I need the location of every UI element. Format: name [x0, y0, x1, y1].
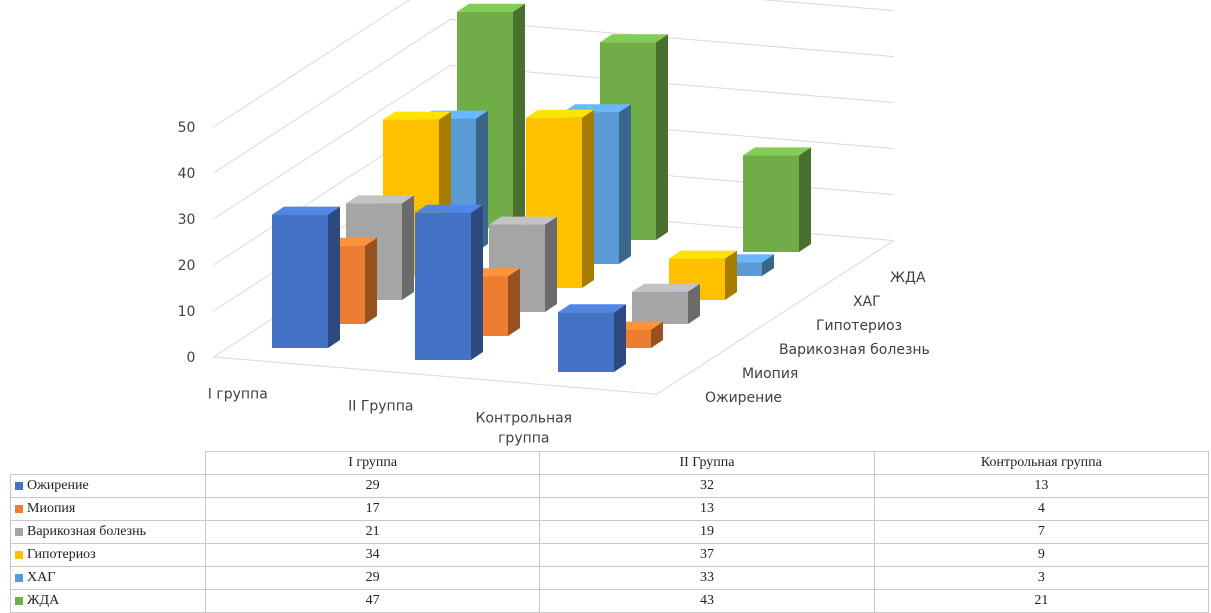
table-row: ЖДА 47 43 21: [10, 589, 1210, 613]
legend-swatch-icon: [15, 550, 23, 559]
table-row: Варикозная болезнь 21 19 7: [10, 520, 1210, 544]
data-table-cell: 13: [873, 474, 1210, 498]
category-label: I группа: [208, 386, 268, 402]
floor-right-edge: [656, 240, 894, 395]
y-tick-label: 50: [178, 120, 196, 136]
series-label: Гипотериоз: [816, 318, 902, 334]
series-name: Гипотериоз: [27, 547, 96, 562]
y-axis-ticks: 0 10 20 30 40 50: [178, 120, 196, 366]
series-label: ХАГ: [853, 294, 881, 310]
series-name: ХАГ: [27, 570, 56, 585]
y-tick-label: 10: [178, 304, 196, 320]
data-table-cell: 34: [204, 543, 541, 567]
legend-swatch-icon: [15, 504, 23, 513]
y-tick-label: 40: [178, 166, 196, 182]
legend-swatch-icon: [15, 596, 23, 605]
series-label: Миопия: [742, 366, 798, 382]
data-table-cell: 7: [873, 520, 1210, 544]
gridline-side: [213, 64, 451, 220]
bar: [632, 283, 700, 324]
bar: [272, 206, 340, 348]
data-table-cell: 4: [873, 497, 1210, 521]
data-table-row-label: ЖДА: [10, 589, 206, 613]
data-table-cell: 29: [204, 474, 541, 498]
data-table-col-header: II Группа: [539, 451, 875, 475]
data-table-cell: 32: [539, 474, 875, 498]
data-table-col-header: Контрольная группа: [873, 451, 1210, 475]
data-table: I группа II Группа Контрольная группа Ожир…: [10, 451, 1210, 613]
gridline-side: [213, 0, 411, 128]
bar: [743, 147, 811, 252]
legend-swatch-icon: [15, 481, 23, 490]
chart-3d-columns: 0 10 20 30 40 50 I группа II Группа Контрольная…: [178, 0, 930, 446]
data-table-row-label: ХАГ: [10, 566, 206, 590]
data-table-cell: 47: [204, 589, 541, 613]
data-table-cell: 37: [539, 543, 875, 567]
data-table-header: I группа II Группа Контрольная группа: [10, 451, 1210, 475]
y-tick-label: 30: [178, 212, 196, 228]
data-table-col-header: I группа: [204, 451, 541, 475]
series-label: Ожирение: [705, 390, 782, 406]
series-label: Варикозная болезнь: [779, 342, 930, 358]
data-table-cell: 43: [539, 589, 875, 613]
legend-swatch-icon: [15, 527, 23, 536]
data-table-cell: 17: [204, 497, 541, 521]
table-row: Миопия 17 13 4: [10, 497, 1210, 521]
category-labels: I группа II Группа Контрольная группа: [208, 386, 572, 446]
category-label: II Группа: [348, 398, 413, 414]
gridline-back: [761, 0, 894, 12]
data-table-cell: 9: [873, 543, 1210, 567]
data-table-cell: 21: [204, 520, 541, 544]
floor-front-edge: [213, 356, 657, 395]
data-table-cell: 3: [873, 566, 1210, 590]
data-table-cell: 33: [539, 566, 875, 590]
data-table-cell: 13: [539, 497, 875, 521]
y-tick-label: 0: [187, 350, 196, 366]
table-row: Гипотериоз 34 37 9: [10, 543, 1210, 567]
legend-swatch-icon: [15, 573, 23, 582]
series-labels: Ожирение Миопия Варикозная болезнь Гипотери…: [705, 270, 930, 406]
data-table-body: Ожирение 29 32 13 Миопия 17 13 4 Варикозная боле…: [10, 474, 1210, 613]
series-name: Миопия: [27, 501, 76, 516]
data-table-cell: 19: [539, 520, 875, 544]
series-name: ЖДА: [27, 593, 60, 608]
series-label: ЖДА: [890, 270, 926, 286]
table-row: ХАГ 29 33 3: [10, 566, 1210, 590]
data-table-cell: 21: [873, 589, 1210, 613]
data-table-row-label: Миопия: [10, 497, 206, 521]
bar: [558, 304, 626, 372]
data-table-row-label: Ожирение: [10, 474, 206, 498]
series-name: Варикозная болезнь: [27, 524, 147, 539]
bar: [415, 204, 483, 360]
bars: [272, 3, 811, 372]
gridline-side: [213, 18, 451, 174]
table-row: Ожирение 29 32 13: [10, 474, 1210, 498]
data-table-row-label: Гипотериоз: [10, 543, 206, 567]
y-tick-label: 20: [178, 258, 196, 274]
category-label: Контрольная группа: [475, 410, 572, 446]
data-table-cell: 29: [204, 566, 541, 590]
series-name: Ожирение: [27, 478, 89, 493]
data-table-corner: [10, 451, 206, 475]
data-table-row-label: Варикозная болезнь: [10, 520, 206, 544]
